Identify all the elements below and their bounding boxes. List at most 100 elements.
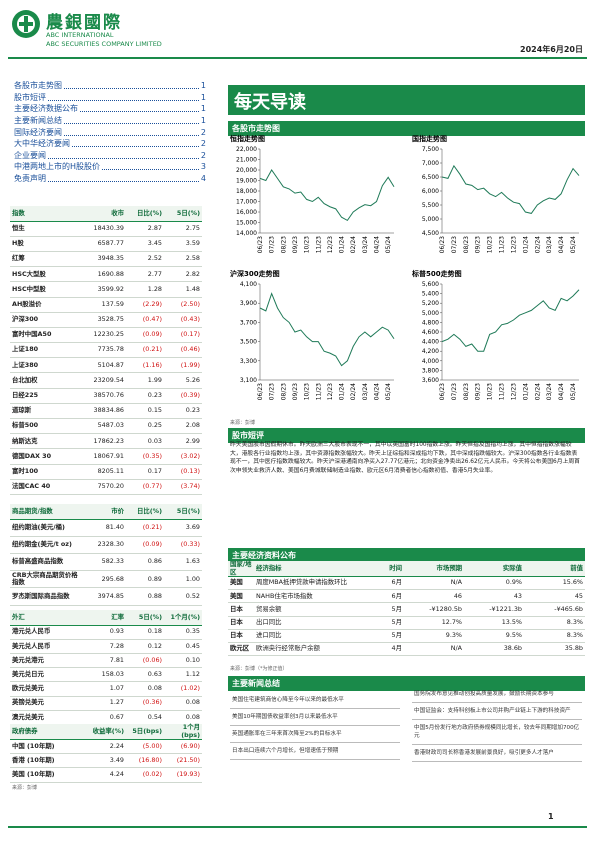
- cell: (0.39): [164, 388, 202, 404]
- cell: 欧元兑美元: [10, 681, 82, 697]
- cell: (3.74): [164, 479, 202, 495]
- table: 政府债券 收益率(%) 5日(bps) 1个月(bps) 中国 (10年期) 2.24 (5…: [10, 723, 202, 783]
- cell: 3599.92: [82, 281, 126, 298]
- row: 美元兑港元 7.81 (0.06) 0.10: [10, 653, 202, 669]
- header-cell: 时间: [364, 561, 404, 577]
- y-tick-label: 15,000: [236, 220, 257, 227]
- row: AH股溢价 137.59 (2.29) (2.50): [10, 297, 202, 313]
- cell: 0.15: [126, 403, 164, 420]
- company-en: ABC SECURITIES COMPANY LIMITED: [46, 40, 162, 48]
- cell: 158.03: [82, 667, 126, 683]
- toc-entry: 免责声明 4: [14, 173, 206, 185]
- cell: 0.17: [126, 464, 164, 480]
- cell: (21.50): [164, 753, 202, 769]
- cell: (0.06): [126, 653, 164, 669]
- cell: (3.02): [164, 448, 202, 465]
- cell: 2.08: [164, 418, 202, 435]
- toc-page: 1: [200, 116, 206, 126]
- cell: 2.58: [164, 251, 202, 268]
- cell: 9.5%: [464, 629, 524, 643]
- toc-page: 4: [200, 174, 206, 184]
- y-tick-label: 3,500: [240, 339, 257, 346]
- y-tick-label: 3,900: [240, 300, 257, 307]
- cell: 6月: [364, 589, 404, 604]
- source: 来源：彭博（*为修正值）: [230, 666, 288, 672]
- y-tick-label: 4,400: [422, 339, 439, 346]
- header-cell: 收益率(%): [82, 724, 126, 740]
- x-tick-label: 11/23: [315, 236, 322, 253]
- line-series: [441, 164, 580, 214]
- y-tick-label: 5,400: [422, 291, 439, 298]
- cell: 7.28: [82, 639, 126, 654]
- cell: 4月: [364, 642, 404, 657]
- header-cell: 商品期货/指数: [10, 504, 82, 520]
- row: CRB大宗商品期货价格指数 295.68 0.89 1.00: [10, 570, 202, 589]
- x-tick-label: 05/24: [385, 383, 392, 400]
- x-tick-label: 12/23: [327, 236, 334, 253]
- cell: 81.40: [82, 519, 126, 537]
- header-cell: 指数: [10, 206, 82, 222]
- y-tick-label: 22,000: [236, 146, 257, 153]
- commodity-table: 商品期货/指数 市价 日比(%) 5日(%) 纽约期油(美元/桶) 81.40 (0.21)…: [10, 504, 202, 606]
- cell: 2328.30: [82, 536, 126, 554]
- y-tick-label: 3,600: [422, 377, 439, 384]
- toc-entry: 中港两地上市的H股股价 3: [14, 161, 206, 173]
- cell: 3.45: [126, 236, 164, 252]
- cell: 1.12: [164, 667, 202, 683]
- toc-leader: [48, 175, 199, 183]
- cell: 港元兑人民币: [10, 625, 82, 640]
- y-tick-label: 21,000: [236, 157, 257, 164]
- cell: 5.26: [164, 372, 202, 389]
- cell: 香港 (10年期): [10, 753, 82, 769]
- header-cell: 市价: [82, 504, 126, 520]
- cell: CRB大宗商品期货价格指数: [10, 570, 82, 589]
- line-series: [259, 292, 395, 367]
- chart-title: 标普500走势图: [411, 269, 462, 278]
- y-tick-label: 4,800: [422, 319, 439, 326]
- row: 欧元区 欧洲央行经常账户余额 4月 N/A 38.6b 35.8b: [228, 642, 585, 657]
- row: 美元兑人民币 7.28 0.12 0.45: [10, 639, 202, 654]
- cell: 中国 (10年期): [10, 739, 82, 755]
- cell: 8.3%: [524, 629, 585, 643]
- news-item: 美国住宅建筑商信心降至今年以来的最低水平: [230, 692, 400, 709]
- x-tick-label: 07/23: [269, 383, 276, 400]
- cell: 1690.88: [82, 266, 126, 283]
- toc-entry: 主要经济数据公布 1: [14, 103, 206, 115]
- x-tick-label: 08/23: [463, 236, 470, 253]
- toc-title: 股市短评: [14, 92, 46, 102]
- banner: 每天导读: [228, 85, 585, 115]
- cell: 标普500: [10, 418, 82, 435]
- y-tick-label: 16,000: [236, 209, 257, 216]
- cell: 5月: [364, 629, 404, 643]
- cell: 0.45: [164, 639, 202, 654]
- cell: 贸易余额: [254, 602, 364, 617]
- header-cell: 5日(bps): [126, 724, 164, 740]
- x-tick-label: 12/23: [510, 383, 517, 400]
- cell: (0.21): [126, 519, 164, 537]
- toc-title: 国际经济要闻: [14, 127, 62, 137]
- toc-page: 2: [200, 139, 206, 149]
- x-tick-label: 12/23: [510, 236, 517, 253]
- cell: 1.99: [126, 372, 164, 389]
- cell: 1.27: [82, 696, 126, 711]
- toc-title: 中港两地上市的H股股价: [14, 162, 101, 172]
- cell: 2.87: [126, 221, 164, 237]
- header-cell: 5日(%): [126, 610, 164, 626]
- logo: [12, 10, 40, 38]
- chart-title: 恒指走势图: [229, 134, 265, 143]
- x-tick-label: 02/24: [534, 236, 541, 253]
- x-tick-label: 05/24: [570, 236, 577, 253]
- commentary: 昨天美国股市因假期休市。昨天欧洲三大股市表现不一，其中以英国富时100指数上涨。…: [230, 442, 580, 474]
- date: 2024年6月20日: [520, 45, 583, 54]
- cell: N/A: [404, 576, 464, 591]
- cell: 38.6b: [464, 642, 524, 657]
- x-tick-label: 10/23: [304, 383, 311, 400]
- cell: 纳斯达克: [10, 433, 82, 450]
- cell: 3.59: [164, 236, 202, 252]
- cell: (0.13): [164, 464, 202, 480]
- cell: 0.18: [126, 625, 164, 640]
- toc-leader: [64, 117, 199, 125]
- cell: 日本: [228, 616, 254, 630]
- x-tick-label: 04/24: [558, 236, 565, 253]
